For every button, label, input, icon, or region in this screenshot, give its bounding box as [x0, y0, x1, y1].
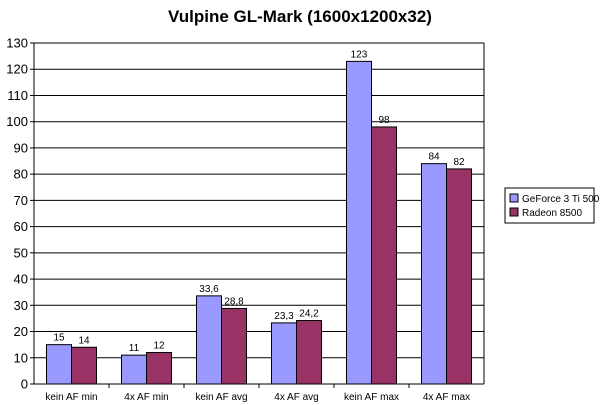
y-tick-label: 40 [14, 272, 28, 287]
y-tick-label: 70 [14, 193, 28, 208]
y-axis-ticks: 0 10 20 30 40 50 60 70 80 90 100 110 120 130 [6, 36, 34, 392]
y-tick-label: 80 [14, 167, 28, 182]
x-tick-label: 4x AF min [124, 392, 168, 403]
bar [346, 60, 372, 385]
legend-box [504, 187, 595, 224]
y-tick-label: 90 [14, 140, 28, 155]
gridlines [34, 42, 484, 359]
data-label: 98 [378, 115, 390, 126]
data-label: 28,8 [224, 296, 244, 307]
x-tick-label: kein AF avg [195, 392, 247, 403]
bar [196, 295, 222, 385]
y-tick-label: 100 [6, 114, 28, 129]
y-tick-label: 30 [14, 298, 28, 313]
y-tick-label: 120 [6, 62, 28, 77]
bar [71, 346, 97, 385]
data-label: 12 [153, 341, 165, 352]
bar [271, 322, 297, 385]
legend-entry: Radeon 8500 [522, 208, 582, 219]
axes [33, 43, 485, 385]
legend: GeForce 3 Ti 500 Radeon 8500 [504, 187, 600, 224]
x-tick-label: kein AF max [344, 392, 399, 403]
data-label: 23,3 [274, 311, 294, 322]
bars [46, 60, 472, 385]
bar [146, 352, 172, 385]
y-tick-label: 0 [21, 377, 28, 392]
data-label: 84 [428, 152, 440, 163]
x-tick-label: 4x AF max [423, 392, 470, 403]
bar [446, 168, 472, 385]
x-axis-categories: kein AF min 4x AF min kein AF avg 4x AF avg… [45, 384, 470, 403]
y-tick-label: 10 [14, 350, 28, 365]
x-tick-label: kein AF min [45, 392, 97, 403]
x-tick-label: 4x AF avg [274, 392, 318, 403]
chart-title: Vulpine GL-Mark (1600x1200x32) [168, 7, 432, 26]
bar [121, 354, 147, 385]
data-label: 11 [129, 343, 140, 354]
legend-swatch [509, 193, 519, 203]
data-label: 82 [453, 157, 465, 168]
data-label: 33,6 [199, 284, 219, 295]
data-label: 123 [351, 49, 368, 60]
y-tick-label: 60 [14, 219, 28, 234]
data-label: 15 [53, 333, 65, 344]
y-tick-label: 20 [14, 324, 28, 339]
bar [296, 320, 322, 385]
y-tick-label: 110 [7, 88, 28, 103]
data-label: 24,2 [299, 309, 319, 320]
y-tick-label: 130 [6, 36, 28, 51]
data-labels: 15 14 11 12 33,6 28,8 23,3 24,2 123 98 84 82 [53, 49, 465, 354]
bar [221, 307, 247, 385]
bar [371, 126, 397, 385]
bar [46, 344, 72, 385]
y-tick-label: 50 [14, 245, 28, 260]
legend-swatch [509, 207, 519, 217]
legend-entry: GeForce 3 Ti 500 [522, 194, 600, 205]
bar [421, 163, 447, 385]
data-label: 14 [78, 335, 90, 346]
